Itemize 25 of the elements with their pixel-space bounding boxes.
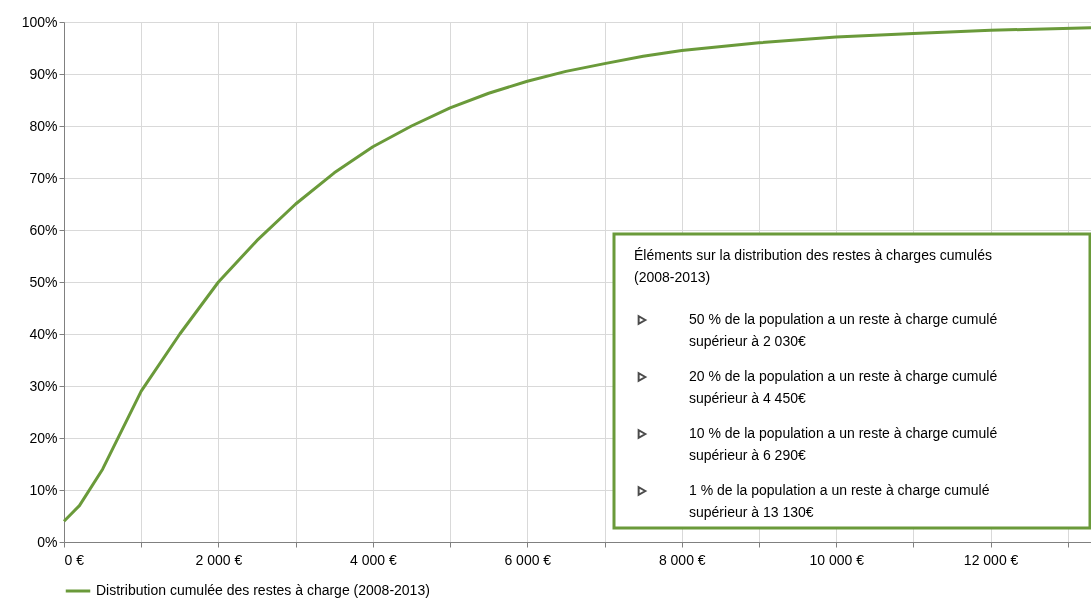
- annotation: 20 % de la population a un reste à charge cumulé supérieur à 4 450€: [689, 368, 998, 406]
- x-tick-label: 2 000 €: [195, 551, 243, 568]
- y-tick-label: 90%: [29, 65, 58, 82]
- legend-label: Distribution cumulée des restes à charge (2008-2013): [96, 582, 430, 598]
- y-tick-label: 40%: [29, 325, 58, 342]
- annotation: 10 % de la population a un reste à charge cumulé supérieur à 6 290€: [689, 425, 998, 463]
- y-tick-label: 0%: [37, 533, 58, 550]
- x-tick-label: 8 000 €: [658, 551, 706, 568]
- x-tick-label: 10 000 €: [809, 551, 865, 568]
- x-tick-label: 4 000 €: [350, 551, 397, 568]
- y-tick-label: 60%: [29, 221, 58, 238]
- y-tick-label: 80%: [29, 117, 58, 134]
- annotation: 1 % de la population a un reste à charge cumulé supérieur à 13 130€: [689, 482, 990, 520]
- annotation: Éléments sur la distribution des restes à charges cumulés (2008-2013): [634, 247, 992, 285]
- y-tick-label: 70%: [29, 169, 58, 186]
- x-tick-label: 12 000 €: [963, 551, 1019, 568]
- line-series: [62, 26, 1091, 523]
- y-tick-label: 50%: [29, 273, 58, 290]
- y-tick-label: 100%: [21, 13, 58, 30]
- y-tick-label: 10%: [29, 481, 58, 498]
- y-tick-label: 30%: [29, 377, 58, 394]
- annotation: 50 % de la population a un reste à charge cumulé supérieur à 2 030€: [689, 311, 998, 349]
- x-tick-label: 0 €: [64, 551, 85, 568]
- y-tick-label: 20%: [29, 429, 58, 446]
- x-tick-label: 6 000 €: [504, 551, 552, 568]
